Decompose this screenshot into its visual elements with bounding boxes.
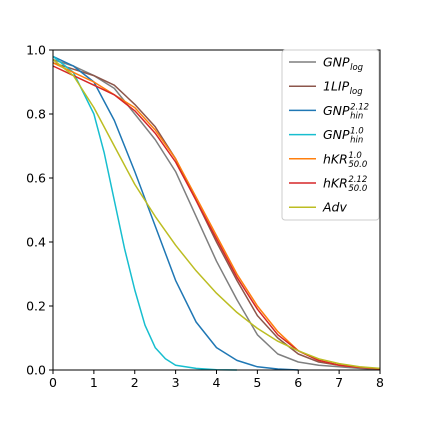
legend-label-1: 1LIP [323, 79, 350, 94]
y-tick-label: 0.8 [26, 107, 46, 122]
x-tick-label: 6 [294, 375, 302, 390]
series-line-1 [52, 62, 381, 370]
legend-label-sub: log [350, 87, 364, 97]
legend-label-0: GNP [323, 55, 350, 70]
series-line-0 [52, 58, 381, 371]
plot-lines [52, 55, 381, 371]
series-line-5 [52, 65, 381, 370]
series-line-2 [52, 55, 299, 371]
y-axis: 0.0 0.2 0.4 0.6 0.8 1.0 [26, 43, 53, 378]
x-tick-label: 2 [131, 375, 139, 390]
legend-frame [281, 49, 380, 221]
x-tick-label: 5 [253, 375, 261, 390]
x-tick-label: 4 [213, 375, 221, 390]
legend-label-sup: 1.0 [350, 127, 364, 137]
legend-label-sub: hin [350, 136, 363, 146]
x-tick-label: 0 [49, 375, 57, 390]
y-tick-label: 0.4 [26, 235, 46, 250]
legend-label-main: GNP [323, 103, 350, 118]
legend-label-sup: 2.12 [350, 102, 369, 112]
legend-label-main: GNP [323, 55, 350, 70]
x-axis: 0 1 2 3 4 5 6 7 8 [49, 370, 384, 390]
legend-label-sub: 50.0 [348, 160, 367, 170]
y-tick-label: 0.6 [26, 171, 46, 186]
legend-label-main: Adv [322, 200, 347, 215]
legend-label-4: hKR [323, 151, 348, 166]
x-tick-label: 8 [376, 375, 384, 390]
legend-label-6: Adv [322, 200, 347, 215]
legend-label-2: GNP [323, 103, 350, 118]
legend-label-sub: 50.0 [348, 184, 367, 194]
legend-label-sup: 2.12 [348, 175, 367, 185]
y-tick-label: 1.0 [26, 43, 46, 58]
legend-label-main: hKR [323, 176, 348, 191]
legend-label-main: hKR [323, 151, 348, 166]
series-line-3 [52, 55, 237, 371]
y-tick-label: 0.2 [26, 299, 46, 314]
legend-label-main: GNP [323, 127, 350, 142]
legend-label-sub: log [350, 63, 364, 73]
y-tick-label: 0.0 [26, 363, 46, 378]
legend-label-sup: 1.0 [348, 151, 362, 161]
x-tick-label: 1 [90, 375, 98, 390]
x-tick-label: 7 [335, 375, 343, 390]
legend-label-main: 1LIP [323, 79, 350, 94]
x-tick-label: 3 [172, 375, 180, 390]
legend-label-sub: hin [350, 111, 363, 121]
legend-label-3: GNP [323, 127, 350, 142]
series-line-6 [52, 59, 381, 370]
legend-label-5: hKR [323, 176, 348, 191]
